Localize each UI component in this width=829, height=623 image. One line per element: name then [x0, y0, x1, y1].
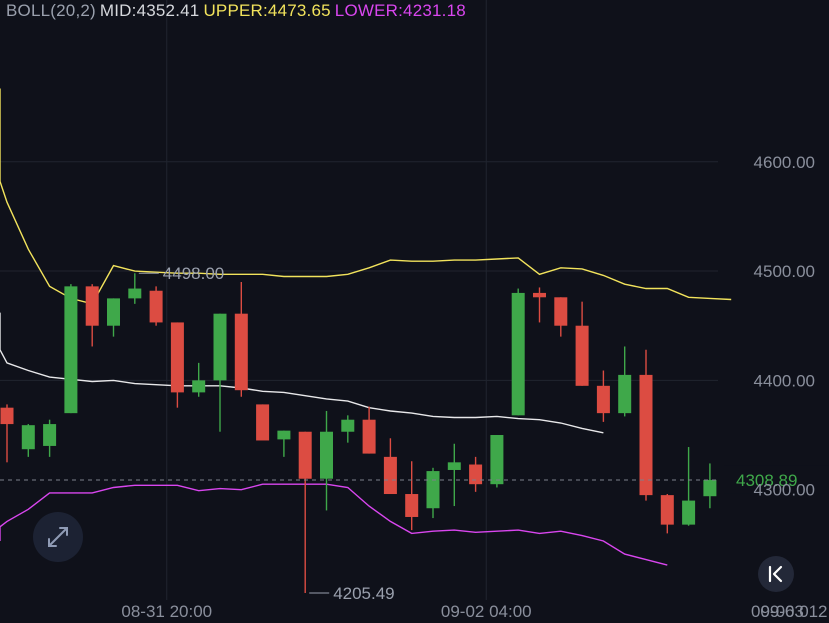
candle[interactable] — [533, 287, 546, 323]
indicator-legend: BOLL(20,2) MID:4352.41 UPPER:4473.65 LOWER:… — [6, 1, 470, 21]
candle-body — [682, 500, 696, 525]
grid-lines — [0, 0, 718, 600]
candle-body — [469, 464, 483, 485]
chart-overlays: 4308.89 4498.00 4205.49 — [0, 264, 829, 603]
x-tick-label: 09-02 04:00 — [441, 602, 532, 621]
candle[interactable] — [703, 463, 717, 509]
expand-diagonal-icon — [48, 527, 68, 547]
y-tick-label: 4400.00 — [754, 371, 815, 390]
candle[interactable] — [170, 322, 184, 408]
candle[interactable] — [511, 288, 525, 416]
candle-body — [511, 292, 525, 416]
candle-body — [21, 425, 35, 450]
candle[interactable] — [447, 443, 461, 507]
candle[interactable] — [575, 301, 589, 386]
band-line-upper — [0, 88, 732, 305]
candle-body — [128, 288, 142, 299]
indicator-name: BOLL(20,2) — [6, 1, 96, 20]
candle-body — [298, 431, 312, 479]
candle-body — [0, 407, 14, 425]
candle-body — [85, 286, 99, 326]
candle-body — [490, 435, 504, 485]
candle[interactable] — [660, 494, 674, 534]
candle-body — [426, 471, 440, 509]
candles — [0, 273, 717, 593]
candle-body — [341, 419, 355, 432]
candle[interactable] — [192, 362, 206, 397]
candle-body — [554, 297, 568, 326]
bollinger-bands — [0, 88, 732, 566]
chevron-to-latest-icon — [768, 565, 783, 583]
candle-body — [43, 424, 57, 446]
candle[interactable] — [128, 273, 142, 304]
annotation-high-label: 4498.00 — [163, 264, 224, 283]
indicator-lower-value: LOWER:4231.18 — [334, 1, 466, 20]
x-tick-label: 08-31 20:00 — [121, 602, 212, 621]
candle-body — [277, 430, 291, 440]
candle[interactable] — [682, 447, 696, 526]
candle[interactable] — [107, 298, 120, 337]
x-tick-label: 09-06 0 — [751, 602, 809, 621]
candle[interactable] — [426, 467, 440, 519]
candle-body — [320, 431, 333, 479]
candle[interactable] — [149, 286, 163, 326]
candle[interactable] — [362, 406, 376, 454]
candle[interactable] — [405, 461, 419, 531]
band-line-lower — [0, 483, 668, 566]
candle[interactable] — [21, 424, 35, 457]
candle[interactable] — [277, 430, 291, 457]
expand-chart-button[interactable] — [33, 512, 83, 562]
candle-body — [170, 322, 184, 393]
candle[interactable] — [341, 415, 355, 443]
y-tick-label-partial: 4300.00 — [754, 481, 815, 500]
candle[interactable] — [234, 281, 248, 397]
candle-body — [256, 404, 270, 441]
candle-body — [213, 313, 227, 381]
candle-body — [64, 286, 78, 414]
candle[interactable] — [64, 284, 78, 414]
candle-body — [660, 495, 674, 525]
candle-body — [639, 374, 653, 496]
candle[interactable] — [85, 284, 99, 347]
candle-body — [618, 374, 632, 414]
candle[interactable] — [490, 435, 504, 488]
axes: 4400.00 4500.00 4600.00 4300.00 08-31 20:00 0… — [121, 153, 829, 621]
indicator-mid-value: MID:4352.41 — [99, 1, 200, 20]
candle[interactable] — [298, 431, 312, 593]
candle-body — [234, 313, 248, 391]
y-tick-label: 4600.00 — [754, 153, 815, 172]
candle[interactable] — [320, 410, 333, 511]
candle[interactable] — [43, 419, 57, 457]
candle-body — [107, 298, 120, 326]
candle[interactable] — [383, 438, 397, 495]
candle[interactable] — [554, 297, 568, 337]
candle-body — [447, 462, 461, 470]
candle[interactable] — [639, 349, 653, 501]
candle[interactable] — [213, 313, 227, 432]
candle-body — [533, 292, 546, 298]
scroll-to-latest-button[interactable] — [758, 556, 794, 592]
candle[interactable] — [618, 346, 632, 417]
candle[interactable] — [256, 404, 270, 441]
candle-body — [596, 385, 610, 414]
candle-body — [383, 456, 397, 495]
candle[interactable] — [596, 370, 610, 422]
indicator-upper-value: UPPER:4473.65 — [203, 1, 331, 20]
last-price-marker-bg — [724, 465, 829, 494]
candle-body — [362, 419, 376, 454]
candle-body — [575, 325, 589, 386]
candle-body — [192, 380, 206, 393]
annotation-low-label: 4205.49 — [333, 584, 394, 603]
candle-body — [405, 494, 419, 517]
candle-body — [703, 479, 717, 497]
candle[interactable] — [0, 404, 14, 463]
last-price-label: 4308.89 — [736, 471, 797, 490]
y-tick-label: 4500.00 — [754, 262, 815, 281]
candle[interactable] — [469, 456, 483, 492]
candle-body — [149, 290, 163, 323]
x-tick-label: 09-03 12:00 — [760, 602, 829, 621]
